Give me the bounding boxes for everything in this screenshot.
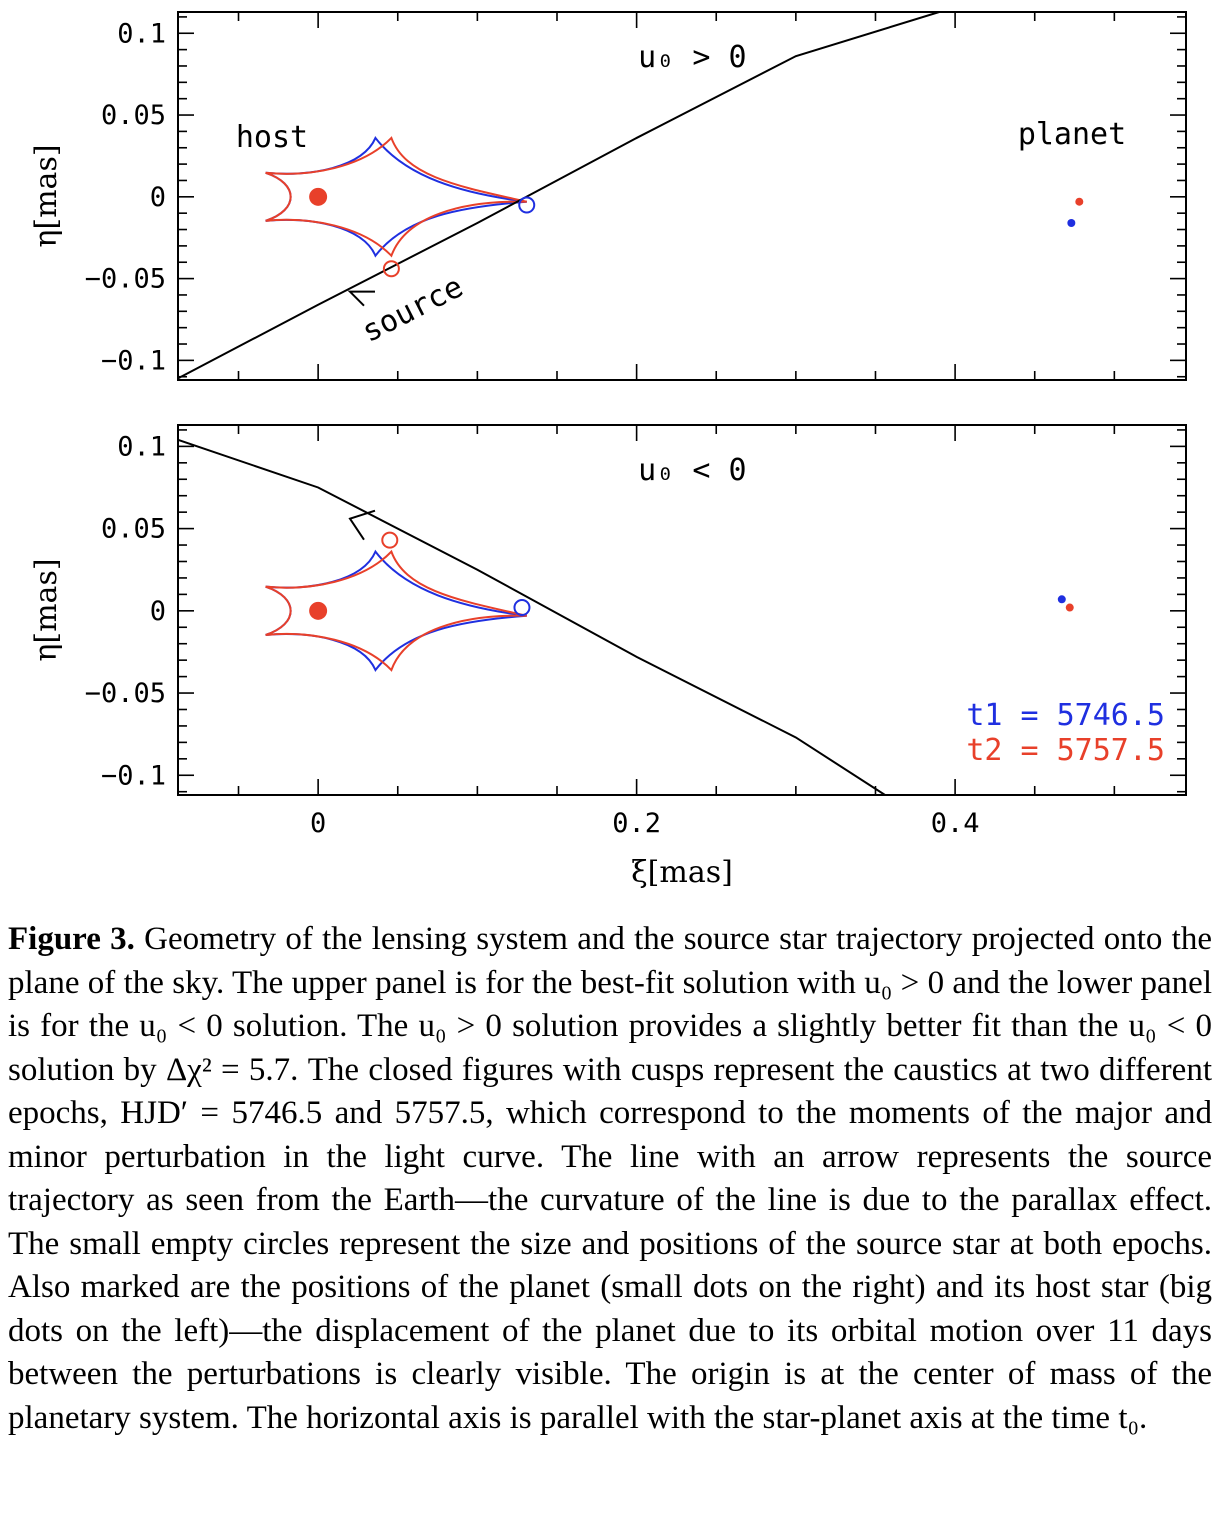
plot-area xyxy=(178,12,1084,380)
y-tick-label: 0.1 xyxy=(117,431,166,462)
panel-lower: 0.1 0.05 0 −0.05 −0.1 0 0.2 0.4 ξ[mas] η[mas] u₀ <… xyxy=(29,424,1187,890)
figure-caption: Figure 3. Geometry of the lensing system… xyxy=(8,918,1212,1440)
y-tick-label: 0.05 xyxy=(101,514,166,545)
source-label: source xyxy=(356,269,468,349)
figure: 0.1 0.05 0 −0.05 −0.1 η[mas] u₀ > 0 host planet s… xyxy=(29,11,1187,890)
caption-text: Geometry of the lensing system and the s… xyxy=(8,921,1212,1436)
source-circle-t2 xyxy=(382,260,400,278)
caustic-curve xyxy=(265,549,527,672)
x-axis-label: ξ[mas] xyxy=(631,855,733,890)
x-tick-label: 0 xyxy=(310,808,326,839)
planet-dot-t1 xyxy=(1057,595,1066,604)
y-axis-label: η[mas] xyxy=(29,558,64,661)
y-tick-label: 0 xyxy=(150,182,166,213)
y-tick-label: −0.1 xyxy=(101,345,166,376)
u0-annotation: u₀ < 0 xyxy=(638,453,746,488)
y-axis-label: η[mas] xyxy=(29,144,64,247)
trajectory-arrow xyxy=(348,509,376,541)
planet-dot-t2 xyxy=(1065,603,1074,612)
caption-label: Figure 3. xyxy=(8,921,135,957)
y-tick-label: −0.1 xyxy=(101,760,166,791)
y-tick-label: −0.05 xyxy=(85,264,166,295)
source-circle-t1 xyxy=(518,196,536,214)
legend-t2: t2 = 5757.5 xyxy=(966,733,1165,768)
planet-dot-t1 xyxy=(1067,218,1076,227)
caustic-curve xyxy=(265,549,527,672)
plot-frame xyxy=(177,11,1187,381)
host-label: host xyxy=(236,120,308,155)
plot-area xyxy=(178,438,1074,795)
plot-frame xyxy=(177,424,1187,796)
source-circle-t1 xyxy=(513,599,531,617)
host-star-dot xyxy=(309,601,328,620)
trajectory-arrow xyxy=(347,290,375,307)
source-trajectory xyxy=(178,438,886,795)
x-tick-label: 0.2 xyxy=(612,808,661,839)
panel-upper: 0.1 0.05 0 −0.05 −0.1 η[mas] u₀ > 0 host planet s… xyxy=(29,11,1187,381)
y-tick-label: 0.05 xyxy=(101,100,166,131)
x-tick-label: 0.4 xyxy=(931,808,980,839)
caustic-curve xyxy=(265,136,527,258)
y-tick-label: −0.05 xyxy=(85,678,166,709)
planet-dot-t2 xyxy=(1075,197,1084,206)
legend-t1: t1 = 5746.5 xyxy=(966,698,1165,733)
planet-label: planet xyxy=(1018,117,1126,152)
source-trajectory xyxy=(178,12,940,380)
caustic-curve xyxy=(265,135,527,258)
host-star-dot xyxy=(309,187,328,206)
y-tick-label: 0.1 xyxy=(117,18,166,49)
y-tick-label: 0 xyxy=(150,596,166,627)
u0-annotation: u₀ > 0 xyxy=(638,40,746,75)
source-circle-t2 xyxy=(381,531,399,549)
